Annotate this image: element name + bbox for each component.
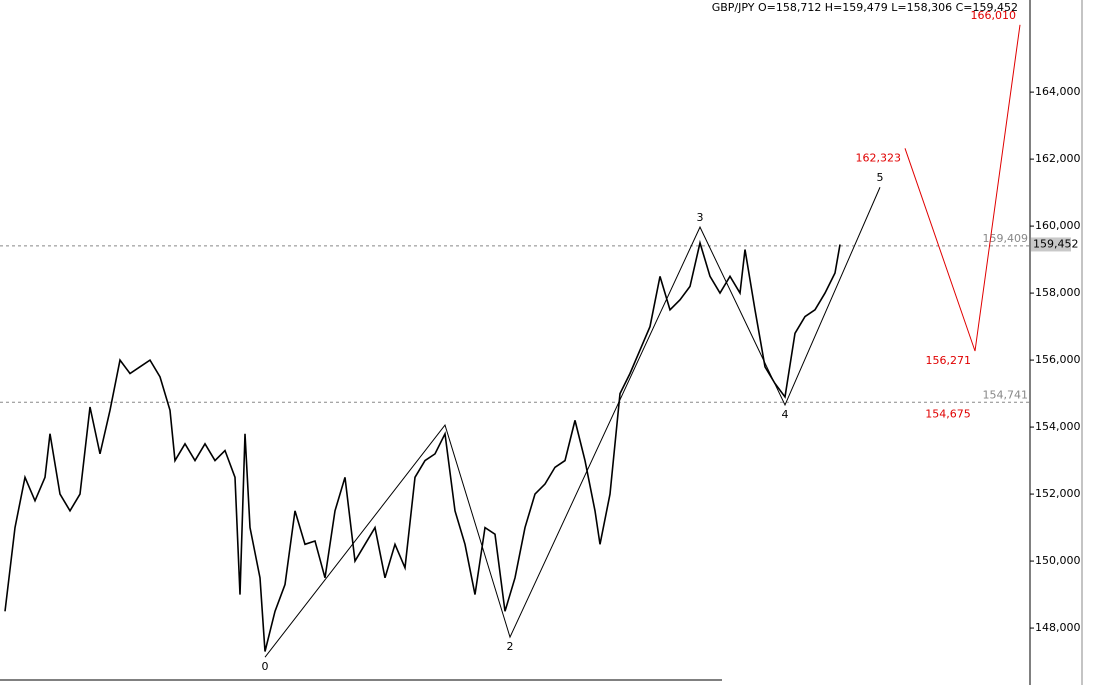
series-line — [904, 24, 1021, 352]
y-tick-label: 148,000 — [1035, 621, 1081, 634]
y-tick-label: 152,000 — [1035, 487, 1081, 500]
level-label: 154,741 — [983, 388, 1029, 401]
y-tick-label: 164,000 — [1035, 85, 1081, 98]
series-line — [4, 239, 841, 652]
last-price-box — [1031, 237, 1071, 252]
low-label: 154,675 — [925, 407, 971, 420]
y-tick-label: 156,000 — [1035, 353, 1081, 366]
chart-title: GBP/JPY O=158,712 H=159,479 L=158,306 C=… — [712, 1, 1018, 14]
y-tick-label: 162,000 — [1035, 152, 1081, 165]
level-label: 159,409 — [983, 232, 1029, 245]
y-tick-label: 160,000 — [1035, 219, 1081, 232]
y-tick-label: 150,000 — [1035, 554, 1081, 567]
point-label: 162,323 — [856, 151, 902, 164]
point-label: 156,271 — [926, 354, 972, 367]
point-label: 5 — [877, 171, 884, 184]
point-label: 4 — [782, 408, 789, 421]
series-line — [264, 187, 881, 658]
y-tick-label: 154,000 — [1035, 420, 1081, 433]
point-label: 0 — [262, 660, 269, 673]
last-price-label: 159,452 — [1033, 237, 1079, 250]
point-label: 2 — [507, 640, 514, 653]
point-label: 3 — [697, 211, 704, 224]
point-label: 166,010 — [971, 9, 1017, 22]
y-tick-label: 158,000 — [1035, 286, 1081, 299]
